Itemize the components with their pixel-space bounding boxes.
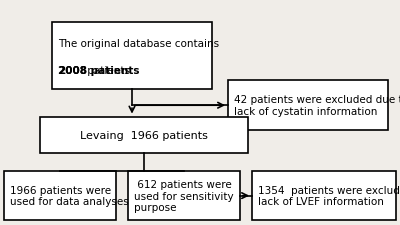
Text: Levaing  1966 patients: Levaing 1966 patients (80, 130, 208, 140)
Text: 1966 patients were
used for data analyses: 1966 patients were used for data analyse… (10, 185, 129, 207)
Text: 42 patients were excluded due to
lack of cystatin information: 42 patients were excluded due to lack of… (234, 95, 400, 117)
FancyBboxPatch shape (252, 171, 396, 220)
FancyBboxPatch shape (40, 117, 248, 153)
Text: patients: patients (84, 66, 130, 76)
FancyBboxPatch shape (228, 81, 388, 130)
Text: 2008 patients: 2008 patients (58, 66, 140, 76)
FancyBboxPatch shape (4, 171, 116, 220)
Text: 612 patients were
used for sensitivity
purpose: 612 patients were used for sensitivity p… (134, 179, 234, 212)
FancyBboxPatch shape (52, 22, 212, 90)
Text: 1354  patients were excluded due to
lack of LVEF information: 1354 patients were excluded due to lack … (258, 185, 400, 207)
FancyBboxPatch shape (128, 171, 240, 220)
Text: 2008: 2008 (58, 66, 87, 76)
Text: The original database contains: The original database contains (58, 39, 219, 49)
